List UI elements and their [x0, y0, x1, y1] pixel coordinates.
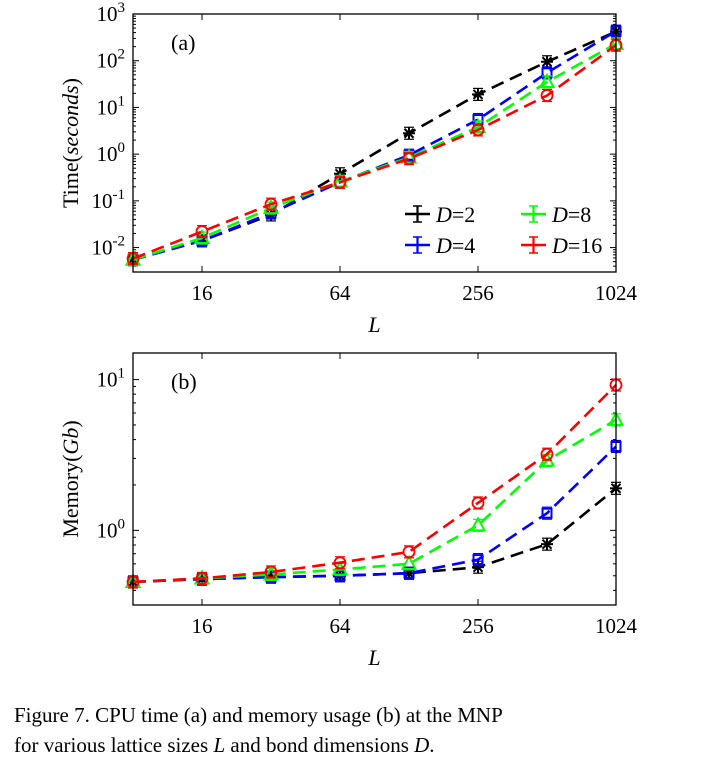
x-tick-label: 1024: [595, 614, 638, 638]
marker-circle: [264, 197, 278, 211]
x-tick-label: 1024: [595, 281, 638, 305]
series-line: [132, 42, 617, 261]
plot-frame: [132, 352, 617, 606]
caption-text: Figure 7. CPU time (a) and memory usage …: [14, 703, 503, 727]
marker-circle: [195, 572, 209, 585]
y-tick-label: 10-2: [92, 234, 126, 260]
legend-label: D=16: [551, 233, 602, 258]
marker-square: [472, 554, 484, 566]
series-line: [132, 29, 617, 261]
marker-circle: [402, 545, 416, 559]
caption-line-2: for various lattice sizes L and bond dim…: [14, 730, 704, 760]
marker-star: [541, 55, 553, 68]
marker-triangle: [262, 198, 280, 215]
marker-circle: [402, 152, 416, 166]
marker-triangle: [469, 516, 487, 532]
x-axis-label: L: [367, 312, 380, 337]
x-tick-label: 16: [192, 614, 213, 638]
x-tick-label: 64: [330, 614, 352, 638]
marker-star: [472, 88, 484, 101]
marker-circle: [540, 89, 554, 102]
figure: 16 64 256 1024 10-2 10-1 100 101 102 103 (a) L Time(…: [58, 0, 638, 670]
y-tick-label: 100: [97, 140, 126, 166]
marker-star: [403, 127, 415, 140]
marker-triangle: [400, 554, 418, 570]
caption-text: and bond dimensions: [225, 733, 415, 757]
series-line: [132, 384, 617, 584]
caption-line-1: Figure 7. CPU time (a) and memory usage …: [14, 700, 704, 730]
y-axis-label: Memory(Gb): [58, 420, 83, 537]
marker-circle: [471, 496, 485, 510]
x-tick-label: 256: [462, 281, 494, 305]
caption-var: L: [213, 733, 226, 757]
plot-frame: [132, 13, 617, 273]
legend: D=2 D=4 D=8 D=16: [405, 202, 602, 258]
panel-a-time: 16 64 256 1024 10-2 10-1 100 101 102 103 (a) L Time(…: [58, 0, 638, 337]
x-tick-label: 16: [192, 281, 213, 305]
x-tick-label: 64: [330, 281, 352, 305]
marker-circle: [333, 175, 347, 189]
marker-stroke: [472, 89, 484, 100]
marker-square: [541, 507, 553, 519]
legend-label: D=4: [435, 233, 475, 258]
marker-triangle: [538, 72, 556, 89]
y-tick-label: 101: [97, 366, 126, 392]
legend-label: D=8: [551, 202, 591, 227]
caption-text: .: [429, 733, 435, 757]
marker-triangle: [262, 565, 280, 581]
series-line: [132, 44, 617, 260]
y-tick-label: 101: [97, 93, 126, 119]
series-d-16: [126, 378, 623, 589]
y-tick-label: 102: [97, 47, 126, 73]
y-tick-label: 100: [97, 516, 126, 542]
figure-caption: Figure 7. CPU time (a) and memory usage …: [14, 700, 704, 760]
y-axis-label: Time(seconds): [58, 78, 83, 208]
caption-var: D: [414, 733, 430, 757]
marker-stroke: [403, 128, 415, 139]
legend-item: D=8: [521, 202, 591, 227]
y-tick-label: 103: [97, 0, 126, 26]
marker-stroke: [541, 56, 553, 67]
panel-label: (b): [171, 369, 197, 394]
legend-label: D=2: [435, 202, 475, 227]
marker-circle: [540, 447, 554, 461]
marker-circle: [471, 123, 485, 137]
legend-item: D=4: [405, 233, 475, 258]
x-axis-label: L: [367, 645, 380, 670]
series-d-8: [124, 34, 625, 267]
marker-circle: [195, 225, 209, 238]
legend-item: D=16: [521, 233, 602, 258]
marker-triangle: [400, 148, 418, 164]
panel-b-memory: 16 64 256 1024 100 101 (b) L Memory(Gb): [58, 352, 638, 670]
x-tick-label: 256: [462, 614, 494, 638]
marker-circle: [264, 565, 278, 579]
series-d-8: [124, 410, 625, 589]
marker-star: [541, 538, 553, 551]
panel-label: (a): [171, 30, 195, 55]
y-tick-label: 10-1: [92, 187, 126, 213]
marker-circle: [333, 556, 347, 570]
marker-stroke: [541, 538, 553, 550]
marker-square: [541, 67, 553, 79]
series-d-2: [127, 24, 622, 267]
legend-item: D=2: [405, 202, 475, 227]
caption-text: for various lattice sizes: [14, 733, 214, 757]
